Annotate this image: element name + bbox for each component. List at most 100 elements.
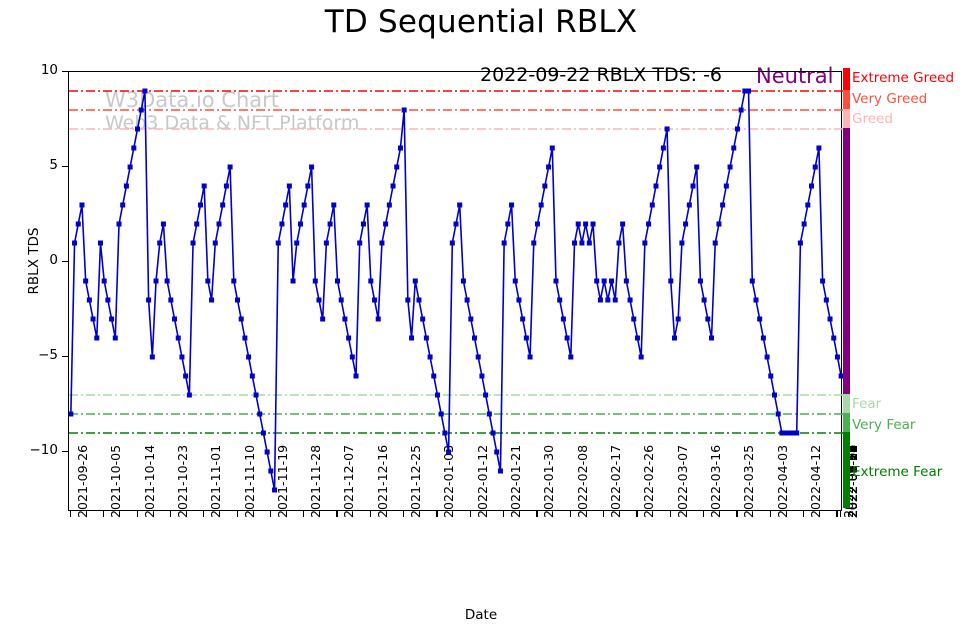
data-point-marker	[253, 392, 259, 398]
data-point-marker	[294, 240, 300, 246]
data-point-marker	[468, 316, 474, 322]
data-point-marker	[409, 335, 415, 341]
x-tick-mark	[436, 511, 438, 517]
data-point-marker	[290, 278, 296, 284]
data-point-marker	[342, 316, 348, 322]
sentiment-zone-extreme-fear	[843, 432, 850, 508]
x-tick-mark	[603, 511, 605, 517]
data-point-marker	[449, 240, 455, 246]
data-point-marker	[501, 240, 507, 246]
data-point-marker	[672, 335, 677, 341]
data-point-marker	[431, 373, 437, 379]
data-point-marker	[227, 164, 233, 170]
data-point-marker	[434, 392, 440, 398]
data-point-marker	[360, 221, 366, 227]
data-point-marker	[490, 430, 496, 436]
data-point-marker	[768, 373, 774, 379]
data-point-marker	[805, 202, 811, 208]
data-point-marker	[297, 221, 303, 227]
data-point-marker	[816, 145, 822, 151]
data-point-marker	[646, 221, 652, 227]
data-point-marker	[653, 183, 659, 189]
data-point-marker	[675, 316, 681, 322]
data-point-marker	[749, 278, 755, 284]
data-point-marker	[757, 316, 763, 322]
sentiment-label-extreme-fear: Extreme Fear	[852, 464, 943, 480]
data-point-marker	[742, 88, 748, 94]
data-point-marker	[664, 126, 670, 132]
data-point-marker	[827, 316, 833, 322]
data-point-marker	[153, 278, 159, 284]
data-point-marker	[205, 278, 211, 284]
data-point-marker	[727, 164, 733, 170]
data-point-marker	[657, 164, 663, 170]
data-point-marker	[138, 107, 144, 113]
data-point-marker	[372, 297, 378, 303]
data-point-marker	[331, 202, 337, 208]
data-point-marker	[168, 297, 174, 303]
data-point-marker	[260, 430, 266, 436]
sentiment-zone-very-greed	[843, 90, 850, 109]
data-point-marker	[379, 240, 385, 246]
data-point-marker	[701, 297, 707, 303]
data-point-marker	[305, 183, 311, 189]
data-point-marker	[834, 354, 840, 360]
data-point-marker	[223, 183, 229, 189]
data-point-marker	[597, 297, 603, 303]
x-tick-mark	[369, 511, 371, 517]
sentiment-zone-very-fear	[843, 413, 850, 432]
data-point-marker	[394, 164, 400, 170]
data-point-marker	[746, 88, 752, 94]
data-point-marker	[175, 335, 181, 341]
x-tick-mark	[469, 511, 471, 517]
x-tick-mark	[769, 511, 771, 517]
data-point-marker	[320, 316, 326, 322]
data-point-marker	[683, 221, 689, 227]
data-point-marker	[190, 240, 196, 246]
data-point-marker	[583, 221, 589, 227]
data-point-marker	[283, 202, 289, 208]
data-point-marker	[620, 221, 626, 227]
data-point-marker	[642, 240, 648, 246]
data-point-marker	[216, 221, 222, 227]
data-point-marker	[486, 411, 492, 417]
data-point-marker	[838, 373, 843, 379]
data-point-marker	[516, 297, 522, 303]
y-tick-label: −5	[38, 347, 58, 363]
y-tick-mark	[62, 451, 68, 453]
data-point-marker	[716, 221, 722, 227]
data-point-marker	[83, 278, 89, 284]
data-point-marker	[568, 354, 574, 360]
data-point-marker	[183, 373, 189, 379]
data-point-marker	[823, 297, 829, 303]
data-point-marker	[760, 335, 766, 341]
x-tick-mark	[636, 511, 638, 517]
data-point-marker	[249, 373, 255, 379]
y-tick-mark	[62, 71, 68, 73]
x-tick-mark	[836, 511, 838, 517]
x-tick-mark	[840, 511, 842, 517]
data-point-marker	[797, 240, 803, 246]
data-point-marker	[801, 221, 807, 227]
data-point-marker	[534, 221, 540, 227]
data-point-marker	[634, 335, 640, 341]
data-point-marker	[731, 145, 737, 151]
data-point-marker	[209, 297, 215, 303]
data-point-marker	[542, 183, 548, 189]
data-point-marker	[157, 240, 163, 246]
data-point-marker	[771, 392, 777, 398]
data-point-marker	[786, 430, 792, 436]
data-point-marker	[109, 316, 115, 322]
data-point-marker	[679, 240, 685, 246]
data-point-marker	[131, 145, 137, 151]
data-point-marker	[312, 278, 318, 284]
sentiment-label-very-fear: Very Fear	[852, 417, 916, 433]
data-point-marker	[357, 240, 363, 246]
data-point-marker	[605, 297, 611, 303]
data-point-marker	[775, 411, 781, 417]
y-tick-label: 0	[49, 252, 58, 268]
data-point-marker	[453, 221, 459, 227]
data-point-marker	[812, 164, 818, 170]
data-point-marker	[623, 278, 629, 284]
data-point-marker	[483, 392, 489, 398]
